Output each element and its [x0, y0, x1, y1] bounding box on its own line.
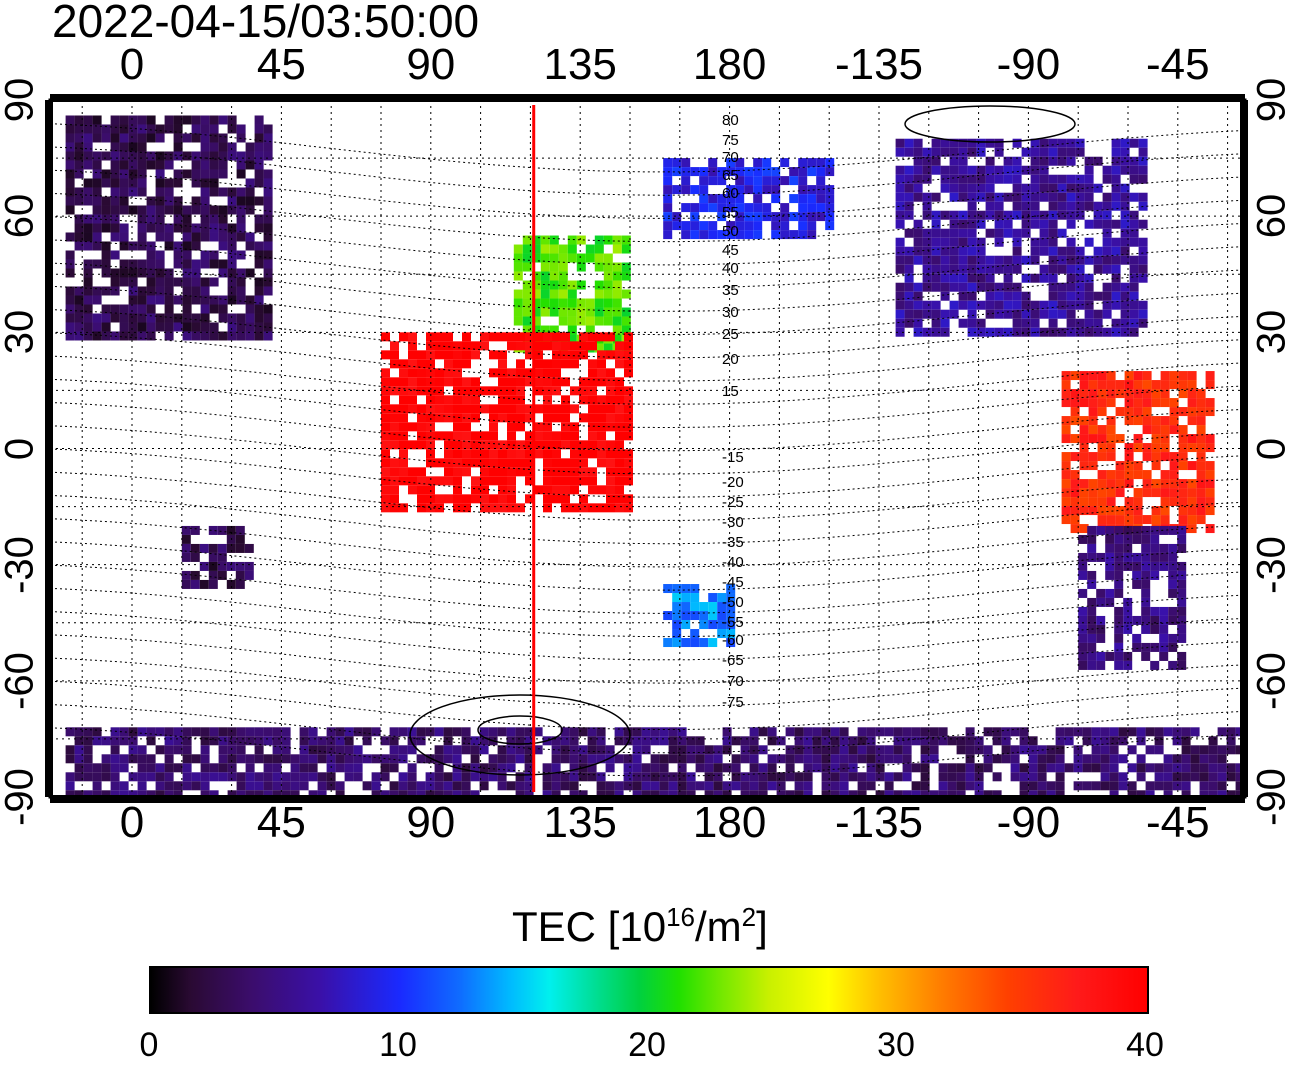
- axis-tick-label: 90: [406, 798, 455, 848]
- axis-tick-label: -45: [1146, 40, 1210, 90]
- contour-label: -15: [722, 449, 744, 466]
- axis-tick-label: -30: [0, 536, 43, 594]
- axis-tick-label: 90: [1250, 78, 1294, 123]
- colorbar-tick: 0: [140, 1026, 159, 1065]
- contour-label: -25: [722, 494, 744, 511]
- axis-tick-label: -90: [997, 40, 1061, 90]
- contour-label: 75: [722, 132, 739, 149]
- tec-region-north-america: [896, 139, 1148, 337]
- tec-region-south-africa: [182, 526, 254, 589]
- axis-tick-label: 135: [543, 40, 616, 90]
- colorbar-tick: 20: [628, 1026, 666, 1065]
- contour-label: 15: [722, 383, 739, 400]
- contour-label: -20: [722, 474, 744, 491]
- axis-tick-label: -135: [835, 40, 923, 90]
- colorbar-tick: 10: [379, 1026, 417, 1065]
- contour-label: -55: [722, 614, 744, 631]
- axis-tick-label: 45: [257, 798, 306, 848]
- contour-label: -40: [722, 554, 744, 571]
- contour-label: -65: [722, 652, 744, 669]
- axis-tick-label: 0: [120, 798, 144, 848]
- contour-label: 80: [722, 112, 739, 129]
- axis-tick-label: 60: [0, 194, 43, 239]
- axis-tick-label: 0: [120, 40, 144, 90]
- axis-tick-label: -30: [1250, 536, 1294, 594]
- map-frame-left-bar: [45, 100, 53, 797]
- contour-label: -70: [722, 673, 744, 690]
- map-frame-right-bar: [1240, 100, 1248, 797]
- contour-label: 65: [722, 167, 739, 184]
- axis-tick-label: 60: [1250, 194, 1294, 239]
- axis-tick-label: -90: [997, 798, 1061, 848]
- contour-label: -30: [722, 514, 744, 531]
- contour-label: -35: [722, 534, 744, 551]
- axis-tick-label: 30: [0, 310, 43, 355]
- axis-tick-label: 180: [693, 40, 766, 90]
- axis-tick-label: -60: [0, 652, 43, 710]
- axis-tick-label: 0: [1250, 437, 1294, 459]
- contour-lines: [50, 124, 1240, 776]
- tec-colorbar: [149, 966, 1149, 1014]
- colorbar-title: TEC [1016/m2]: [512, 902, 768, 951]
- axis-tick-label: -90: [1250, 768, 1294, 826]
- contour-label: 50: [722, 223, 739, 240]
- map-frame-top-bar: [50, 94, 1245, 102]
- contour-label: 55: [722, 204, 739, 221]
- colorbar-tick: 30: [877, 1026, 915, 1065]
- contour-label: -60: [722, 632, 744, 649]
- axis-tick-label: 90: [0, 78, 43, 123]
- axis-tick-label: 0: [0, 437, 43, 459]
- axis-tick-label: 135: [543, 798, 616, 848]
- axis-tick-label: -90: [0, 768, 43, 826]
- axis-tick-label: -135: [835, 798, 923, 848]
- contour-label: 35: [722, 282, 739, 299]
- north-pole-contour: [905, 106, 1075, 142]
- axis-tick-label: 30: [1250, 310, 1294, 355]
- axis-tick-label: -45: [1146, 798, 1210, 848]
- contour-label: -75: [722, 694, 744, 711]
- contour-label: 30: [722, 304, 739, 321]
- contour-label: 20: [722, 351, 739, 368]
- contour-label: -45: [722, 574, 744, 591]
- tec-region-asia-low-lat: [381, 332, 633, 512]
- axis-tick-label: 180: [693, 798, 766, 848]
- contour-label: 45: [722, 242, 739, 259]
- tec-region-antarctica: [66, 727, 1263, 799]
- contour-label: 70: [722, 149, 739, 166]
- contour-label: 60: [722, 185, 739, 202]
- axis-tick-label: 90: [406, 40, 455, 90]
- axis-tick-label: -60: [1250, 652, 1294, 710]
- colorbar-tick: 40: [1126, 1026, 1164, 1065]
- contour-label: 25: [722, 326, 739, 343]
- axis-tick-label: 45: [257, 40, 306, 90]
- contour-label: 40: [722, 260, 739, 277]
- contour-label: -50: [722, 594, 744, 611]
- map-frame-bottom-bar: [50, 795, 1245, 803]
